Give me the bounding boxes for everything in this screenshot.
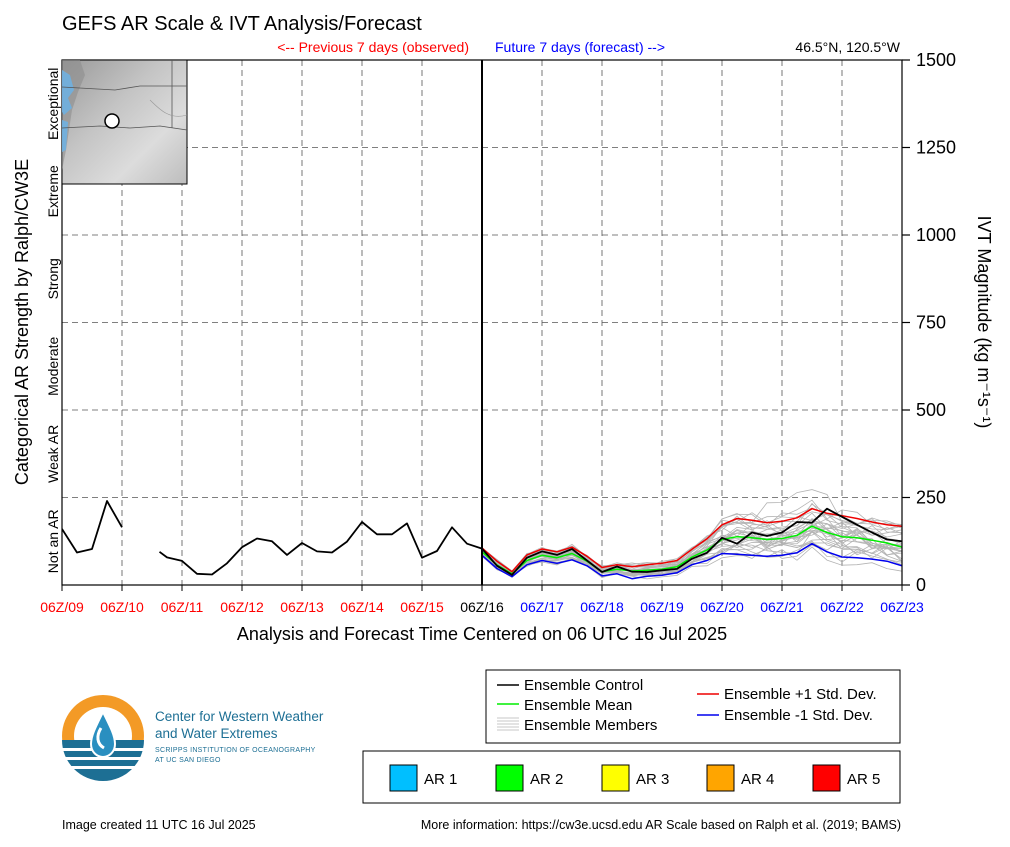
- ar-swatch: [389, 764, 418, 792]
- logo-name-line2: and Water Extremes: [155, 726, 278, 741]
- category-label: Extreme: [45, 165, 61, 217]
- y-axis-label-right: IVT Magnitude (kg m⁻¹s⁻¹): [974, 216, 994, 429]
- x-axis-label: Analysis and Forecast Time Centered on 0…: [237, 624, 727, 644]
- x-tick-label: 06Z/17: [520, 599, 564, 615]
- x-tick-label: 06Z/20: [700, 599, 744, 615]
- y-tick-label: 500: [916, 400, 946, 420]
- line-legend: Ensemble Control Ensemble Mean Ensemble …: [485, 669, 901, 744]
- x-tick-label: 06Z/18: [580, 599, 624, 615]
- series-line-ensemble-mean: [481, 525, 902, 575]
- x-tick-labels: 06Z/09 06Z/10 06Z/11 06Z/12 06Z/13 06Z/14 06Z/…: [40, 585, 924, 615]
- ar-swatch: [495, 764, 524, 792]
- category-label: Not an AR: [45, 509, 61, 573]
- ensemble-member-line: [481, 539, 902, 577]
- x-tick-label: 06Z/22: [820, 599, 864, 615]
- y-tick-label: 750: [916, 313, 946, 333]
- ar-label: AR 2: [530, 771, 563, 788]
- x-tick-label: 06Z/10: [100, 599, 144, 615]
- cw3e-logo: Center for Western Weather and Water Ext…: [62, 695, 324, 781]
- legend-members-label: Ensemble Members: [524, 717, 657, 734]
- category-label: Weak AR: [45, 425, 61, 483]
- legend-control-label: Ensemble Control: [524, 677, 643, 694]
- logo-affiliation-line2: AT UC SAN DIEGO: [155, 757, 221, 764]
- ensemble-member-line: [481, 513, 902, 574]
- series-line-ensemble-1-std-dev-: [481, 507, 902, 573]
- legend-mean-label: Ensemble Mean: [524, 697, 632, 714]
- chart-title: GEFS AR Scale & IVT Analysis/Forecast: [62, 13, 422, 35]
- location-marker-icon: [104, 113, 120, 129]
- ensemble-member-line: [481, 522, 902, 575]
- y-tick-label: 250: [916, 488, 946, 508]
- x-tick-label: 06Z/19: [640, 599, 684, 615]
- category-label: Exceptional: [45, 68, 61, 140]
- series-line-ensemble-1-std-dev-: [481, 542, 902, 580]
- series-line-ensemble-control: [481, 507, 902, 576]
- ensemble-member-line: [481, 531, 902, 576]
- legend-plus-std-label: Ensemble +1 Std. Dev.: [724, 686, 877, 703]
- ar-legend: AR 1 AR 2 AR 3 AR 4 AR 5: [362, 750, 901, 804]
- logo-affiliation-line1: SCRIPPS INSTITUTION OF OCEANOGRAPHY: [155, 747, 316, 754]
- water-drop-icon: [89, 709, 117, 759]
- x-tick-label: 06Z/16: [460, 599, 504, 615]
- ensemble-member-line: [481, 516, 902, 572]
- series-lines: [62, 500, 902, 580]
- y-tick-labels: 0 250 500 750 1000 1250 1500: [902, 50, 956, 595]
- previous-days-label: <-- Previous 7 days (observed): [277, 39, 469, 55]
- ar-swatch: [812, 764, 841, 792]
- ar-swatch: [601, 764, 630, 792]
- x-tick-label: 06Z/15: [400, 599, 444, 615]
- y-axis-label-left: Categorical AR Strength by Ralph/CW3E: [12, 159, 32, 485]
- logo-name-line1: Center for Western Weather: [155, 709, 324, 724]
- ar-label: AR 5: [847, 771, 880, 788]
- x-tick-label: 06Z/13: [280, 599, 324, 615]
- series-line-observed: [62, 500, 483, 576]
- inset-map: [61, 59, 188, 185]
- ar-swatch: [706, 764, 735, 792]
- future-days-label: Future 7 days (forecast) -->: [495, 39, 665, 55]
- legend-minus-std-label: Ensemble -1 Std. Dev.: [724, 707, 873, 724]
- x-tick-label: 06Z/21: [760, 599, 804, 615]
- y-tick-label: 0: [916, 575, 926, 595]
- category-labels: Not an AR Weak AR Moderate Strong Extreme Exc…: [45, 68, 61, 574]
- y-tick-label: 1000: [916, 225, 956, 245]
- y-tick-label: 1500: [916, 50, 956, 70]
- x-tick-label: 06Z/09: [40, 599, 84, 615]
- x-tick-label: 06Z/11: [161, 599, 204, 615]
- location-label: 46.5°N, 120.5°W: [795, 39, 900, 55]
- x-tick-label: 06Z/12: [220, 599, 264, 615]
- ar-label: AR 3: [636, 771, 669, 788]
- legend-members-swatch: [497, 717, 519, 731]
- y-tick-label: 1250: [916, 138, 956, 158]
- x-tick-label: 06Z/14: [340, 599, 384, 615]
- image-created-note: Image created 11 UTC 16 Jul 2025: [62, 818, 256, 832]
- category-label: Strong: [45, 258, 61, 299]
- category-label: Moderate: [45, 337, 61, 396]
- ar-label: AR 1: [424, 771, 457, 788]
- more-info-note: More information: https://cw3e.ucsd.edu …: [421, 818, 901, 832]
- ar-label: AR 4: [741, 771, 774, 788]
- x-tick-label: 06Z/23: [880, 599, 924, 615]
